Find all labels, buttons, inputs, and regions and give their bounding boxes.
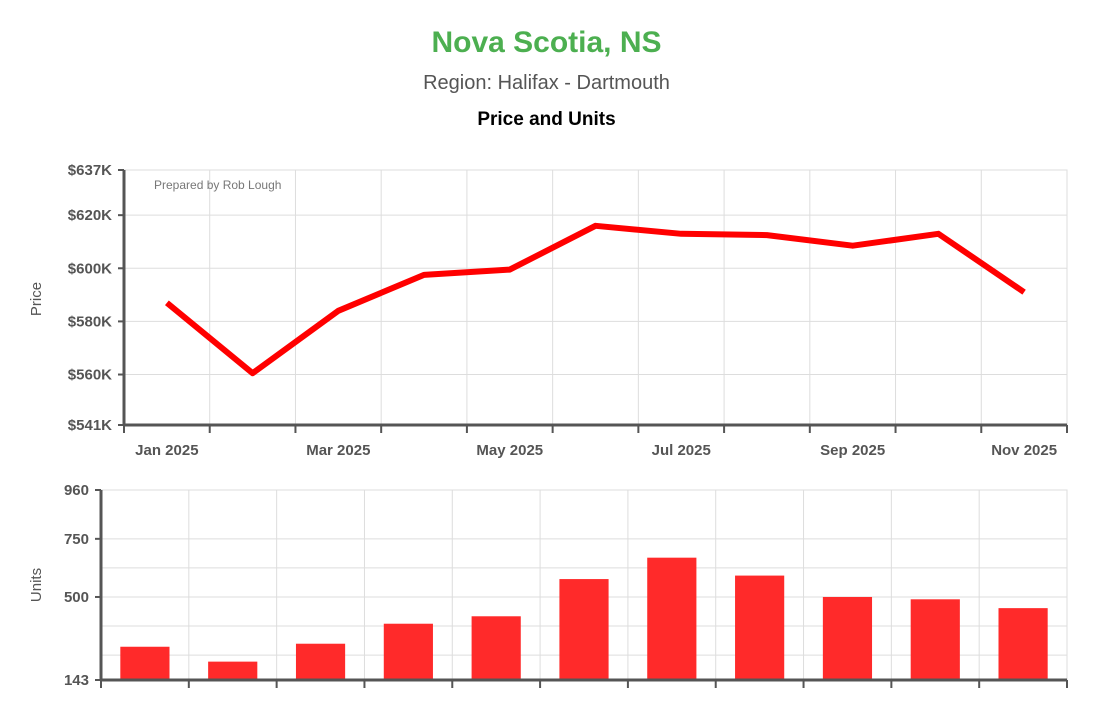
units-axis-title: Units [28, 568, 45, 602]
units-bar [559, 579, 609, 680]
units-bar [208, 661, 258, 680]
units-bar [998, 608, 1048, 680]
page-title: Nova Scotia, NS [431, 26, 662, 59]
units-bar [295, 643, 346, 680]
price-x-tick-label: May 2025 [476, 442, 543, 459]
price-plot-border [123, 169, 1068, 426]
price-axis-title: Price [28, 282, 45, 316]
units-bar [383, 623, 433, 680]
price-y-tick-label: $541K [68, 417, 112, 434]
price-y-tick-label: $637K [68, 162, 112, 179]
price-panel: Prepared by Rob Lough $541K $560K $580K $60… [28, 162, 1068, 459]
price-x-tick-label: Nov 2025 [991, 442, 1057, 459]
chart-title: Price and Units [477, 109, 616, 130]
price-x-tick-label: Mar 2025 [306, 442, 370, 459]
price-axes [118, 169, 1068, 433]
units-y-tick-label: 750 [64, 531, 89, 548]
region-subtitle: Region: Halifax - Dartmouth [423, 72, 670, 94]
units-axes [95, 489, 1068, 688]
units-y-tick-label: 960 [64, 482, 89, 499]
price-y-tick-label: $600K [68, 260, 112, 277]
price-y-tick-label: $620K [68, 207, 112, 224]
price-series-line [164, 222, 1026, 377]
price-x-tick-label: Sep 2025 [820, 442, 885, 459]
units-y-ticks: 143 500 750 960 [64, 482, 89, 689]
units-bar [910, 599, 960, 680]
units-bars [120, 557, 1048, 680]
price-x-ticks: Jan 2025 Mar 2025 May 2025 Jul 2025 Sep 2025… [135, 442, 1057, 459]
price-x-tick-label: Jul 2025 [652, 442, 711, 459]
units-y-tick-label: 500 [64, 589, 89, 606]
units-panel: 143 500 750 960 Units [28, 482, 1068, 689]
credit-label: Prepared by Rob Lough [154, 178, 281, 192]
units-y-tick-label: 143 [64, 672, 89, 689]
price-grid [123, 169, 1068, 426]
units-bar [735, 575, 785, 680]
units-bar [647, 557, 697, 680]
units-bar [120, 646, 170, 680]
price-x-tick-label: Jan 2025 [135, 442, 198, 459]
units-bar [471, 616, 521, 680]
units-bar [822, 596, 873, 680]
price-y-ticks: $541K $560K $580K $600K $620K $637K [68, 162, 112, 434]
price-y-tick-label: $580K [68, 313, 112, 330]
price-y-tick-label: $560K [68, 367, 112, 384]
